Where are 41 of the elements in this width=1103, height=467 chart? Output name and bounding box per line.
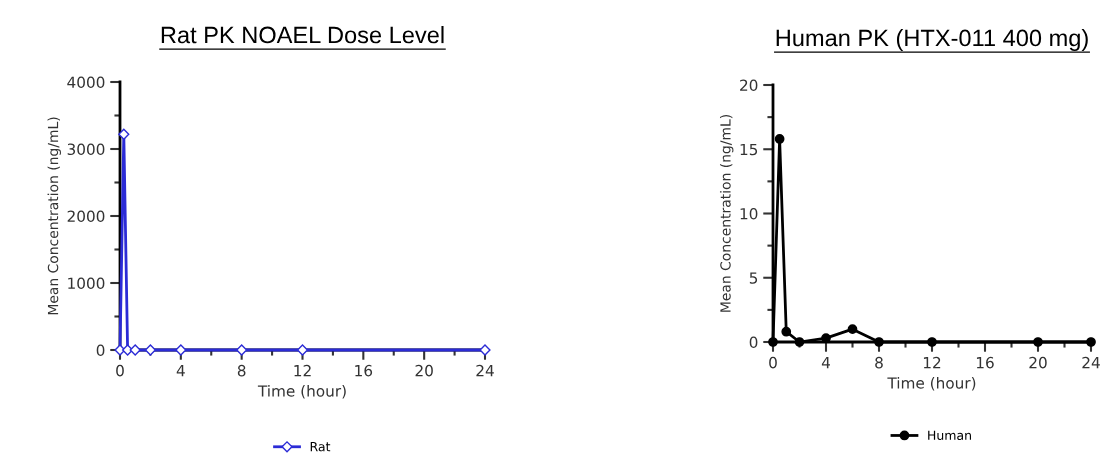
x-tick-label: 4 (176, 365, 185, 377)
point (927, 337, 937, 347)
x-axis-title: Time (hour) (887, 376, 976, 391)
x-axis-title: Time (hour) (257, 384, 346, 399)
y-tick-label: 2000 (67, 210, 105, 223)
x-tick-label: 8 (875, 356, 883, 369)
y-tick-label: 0 (749, 336, 758, 349)
x-tick-label: 16 (976, 356, 994, 369)
chart-title: Rat PK NOAEL Dose Level (161, 26, 444, 44)
x-tick-label: 12 (923, 356, 941, 369)
x-tick-label: 16 (355, 364, 373, 377)
x-tick-label: 24 (1082, 356, 1100, 369)
point (768, 337, 778, 347)
x-tick-label: 8 (237, 364, 246, 377)
y-axis-title: Mean Concentration (ng/mL) (719, 115, 734, 312)
point (781, 326, 792, 337)
point (847, 324, 858, 335)
chart-title: Human PK (HTX-011 400 mg) (776, 29, 1088, 52)
x-tick-label: 12 (294, 364, 311, 377)
y-tick-label: 20 (740, 79, 758, 92)
point (1086, 337, 1096, 347)
x-tick-label: 4 (821, 357, 830, 369)
point (1033, 337, 1043, 347)
y-tick-label: 0 (96, 344, 105, 357)
x-tick-label: 24 (476, 364, 494, 377)
y-tick-label: 1000 (68, 277, 105, 290)
x-tick-label: 0 (769, 356, 777, 369)
y-tick-label: 15 (740, 143, 758, 156)
legend-label: Rat (310, 442, 331, 452)
legend-label: Human (928, 430, 971, 441)
y-axis-title: Mean Concentration (ng/mL) (47, 117, 61, 315)
x-tick-label: 0 (116, 364, 124, 377)
y-tick-label: 3000 (67, 143, 105, 156)
point (774, 134, 785, 144)
y-tick-label: 10 (740, 207, 758, 220)
y-tick-label: 4000 (67, 76, 105, 89)
x-tick-label: 20 (1029, 356, 1047, 369)
point (874, 337, 884, 347)
point (794, 337, 805, 347)
y-tick-label: 5 (749, 272, 758, 284)
x-tick-label: 20 (415, 364, 433, 377)
